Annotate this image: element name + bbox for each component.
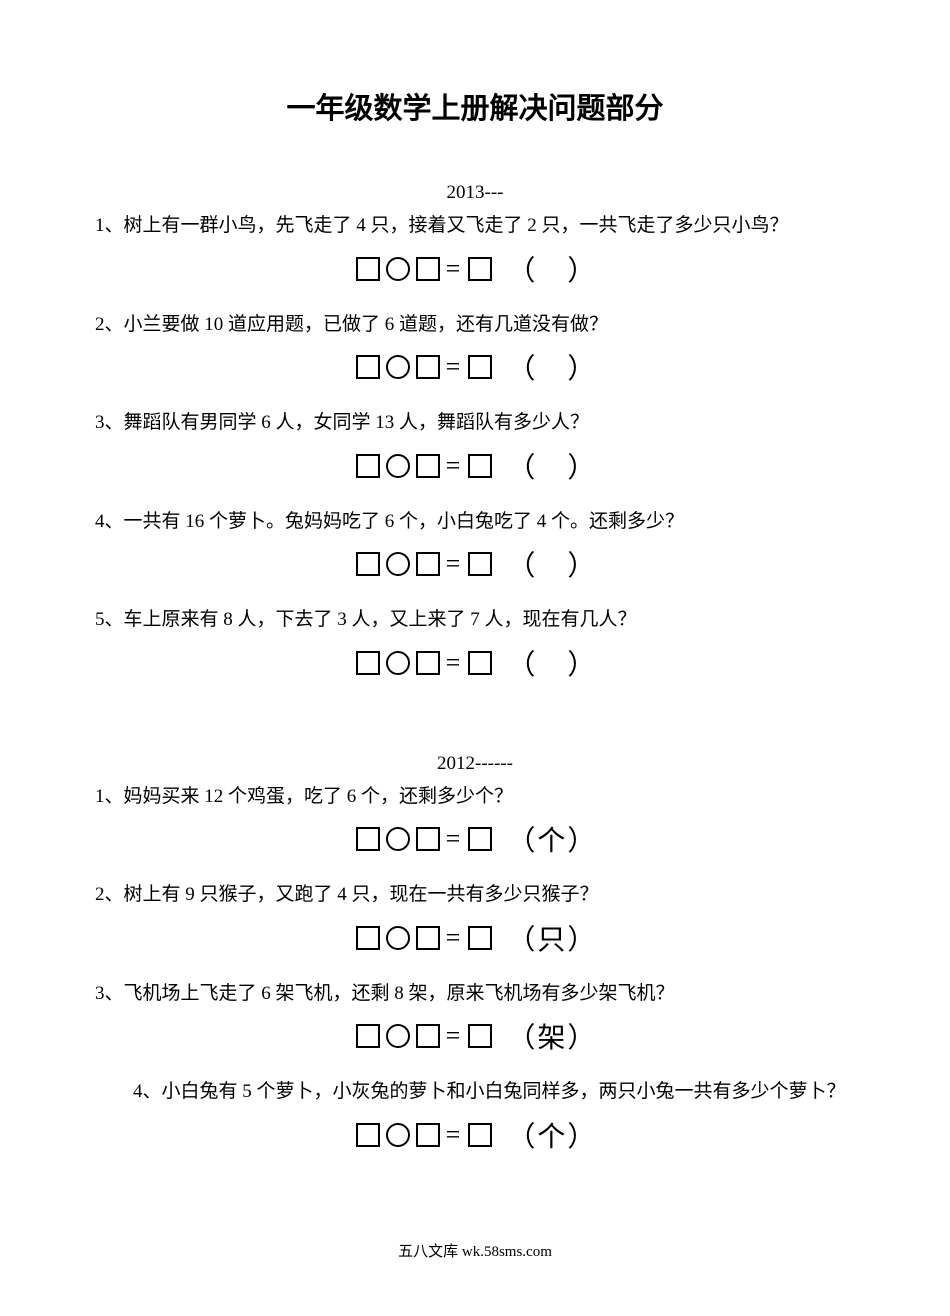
unit-parenthesis: （ ）	[507, 551, 597, 582]
equals-sign: =	[446, 1021, 463, 1050]
operator-circle[interactable]	[386, 552, 410, 576]
unit-parenthesis: （个）	[507, 826, 597, 857]
operand-box[interactable]	[356, 926, 380, 950]
operator-circle[interactable]	[386, 926, 410, 950]
operand-box[interactable]	[416, 1123, 440, 1147]
operand-box[interactable]	[356, 827, 380, 851]
result-box[interactable]	[468, 827, 492, 851]
unit-parenthesis: （ ）	[507, 256, 597, 287]
equals-sign: =	[446, 1120, 463, 1149]
equals-sign: =	[446, 824, 463, 853]
result-box[interactable]	[468, 926, 492, 950]
operand-box[interactable]	[416, 454, 440, 478]
operator-circle[interactable]	[386, 257, 410, 281]
result-box[interactable]	[468, 1024, 492, 1048]
result-box[interactable]	[468, 552, 492, 576]
operator-circle[interactable]	[386, 454, 410, 478]
operand-box[interactable]	[356, 1024, 380, 1048]
equation-template: = （ ）	[95, 446, 855, 486]
operand-box[interactable]	[356, 651, 380, 675]
question-text: 3、飞机场上飞走了 6 架飞机，还剩 8 架，原来飞机场有多少架飞机？	[95, 980, 855, 1009]
equation-template: = （个）	[95, 819, 855, 859]
operand-box[interactable]	[416, 552, 440, 576]
question-text: 2、树上有 9 只猴子，又跑了 4 只，现在一共有多少只猴子？	[95, 881, 855, 910]
equation-template: = （ ）	[95, 347, 855, 387]
question-text: 5、车上原来有 8 人，下去了 3 人，又上来了 7 人，现在有几人？	[95, 606, 855, 635]
operand-box[interactable]	[416, 926, 440, 950]
result-box[interactable]	[468, 1123, 492, 1147]
result-box[interactable]	[468, 355, 492, 379]
question-text: 4、一共有 16 个萝卜。兔妈妈吃了 6 个，小白兔吃了 4 个。还剩多少？	[95, 508, 855, 537]
result-box[interactable]	[468, 651, 492, 675]
unit-parenthesis: （只）	[507, 925, 597, 956]
operand-box[interactable]	[356, 257, 380, 281]
equation-template: = （只）	[95, 918, 855, 958]
equals-sign: =	[446, 549, 463, 578]
operator-circle[interactable]	[386, 651, 410, 675]
section-year-label: 2012------	[95, 753, 855, 775]
operand-box[interactable]	[356, 355, 380, 379]
operator-circle[interactable]	[386, 355, 410, 379]
equals-sign: =	[446, 352, 463, 381]
unit-parenthesis: （ ）	[507, 453, 597, 484]
unit-parenthesis: （ ）	[507, 354, 597, 385]
equation-template: = （ ）	[95, 249, 855, 289]
worksheet-page: 一年级数学上册解决问题部分 2013--- 1、树上有一群小鸟，先飞走了 4 只，…	[0, 0, 950, 1217]
page-footer: 五八文库 wk.58sms.com	[0, 1240, 950, 1261]
operand-box[interactable]	[356, 454, 380, 478]
equals-sign: =	[446, 648, 463, 677]
unit-parenthesis: （个）	[507, 1122, 597, 1153]
equation-template: = （架）	[95, 1016, 855, 1056]
section-gap	[95, 705, 855, 753]
operator-circle[interactable]	[386, 827, 410, 851]
equals-sign: =	[446, 923, 463, 952]
operand-box[interactable]	[356, 1123, 380, 1147]
section-year-label: 2013---	[95, 182, 855, 204]
operand-box[interactable]	[416, 651, 440, 675]
result-box[interactable]	[468, 257, 492, 281]
unit-parenthesis: （ ）	[507, 650, 597, 681]
operand-box[interactable]	[416, 355, 440, 379]
operator-circle[interactable]	[386, 1024, 410, 1048]
operand-box[interactable]	[416, 257, 440, 281]
equals-sign: =	[446, 451, 463, 480]
equals-sign: =	[446, 254, 463, 283]
operand-box[interactable]	[416, 1024, 440, 1048]
equation-template: = （个）	[95, 1115, 855, 1155]
equation-template: = （ ）	[95, 544, 855, 584]
question-text: 2、小兰要做 10 道应用题，已做了 6 道题，还有几道没有做？	[95, 311, 855, 340]
question-text: 1、妈妈买来 12 个鸡蛋，吃了 6 个，还剩多少个？	[95, 783, 855, 812]
result-box[interactable]	[468, 454, 492, 478]
question-text: 4、小白兔有 5 个萝卜，小灰兔的萝卜和小白兔同样多，两只小兔一共有多少个萝卜？	[95, 1078, 855, 1107]
question-text: 1、树上有一群小鸟，先飞走了 4 只，接着又飞走了 2 只，一共飞走了多少只小鸟…	[95, 212, 855, 241]
operand-box[interactable]	[416, 827, 440, 851]
unit-parenthesis: （架）	[507, 1023, 597, 1054]
question-text: 3、舞蹈队有男同学 6 人，女同学 13 人，舞蹈队有多少人？	[95, 409, 855, 438]
equation-template: = （ ）	[95, 643, 855, 683]
sections-container: 2013--- 1、树上有一群小鸟，先飞走了 4 只，接着又飞走了 2 只，一共飞…	[95, 182, 855, 1155]
operand-box[interactable]	[356, 552, 380, 576]
page-title: 一年级数学上册解决问题部分	[95, 85, 855, 127]
operator-circle[interactable]	[386, 1123, 410, 1147]
